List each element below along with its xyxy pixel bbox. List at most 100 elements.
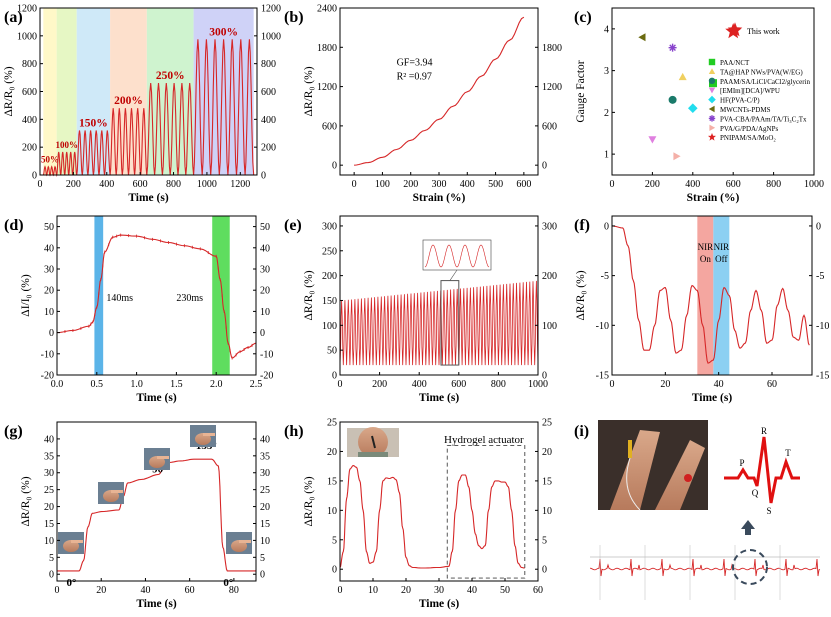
scatter-point-7 xyxy=(673,152,681,161)
y2-tick-label-e: 200 xyxy=(542,271,557,282)
y2-tick-label-a: 600 xyxy=(261,87,276,98)
response-time-label: 140ms xyxy=(106,293,133,304)
y2-tick-label-b: 1800 xyxy=(542,43,562,54)
y2-tick-label-d: 20 xyxy=(260,286,270,297)
x-tick-label-b: 300 xyxy=(432,179,447,190)
y-tick-label-g: 30 xyxy=(44,468,54,479)
y-axis-title-a: ΔR/R₀ (%) xyxy=(3,66,15,116)
y-tick-label-f: -15 xyxy=(596,371,609,382)
y-axis-title-f: ΔR/R₀ (%) xyxy=(575,270,587,320)
y-tick-label-c: 3 xyxy=(604,66,609,77)
x-tick-label-e: 600 xyxy=(451,379,466,390)
legend-marker-4 xyxy=(708,95,716,104)
panel-letter-a: (a) xyxy=(4,9,23,26)
x-axis-title-b: Strain (%) xyxy=(413,192,466,204)
finger-shape xyxy=(239,540,251,543)
plot-frame-g xyxy=(56,421,257,582)
ecg-schematic xyxy=(724,436,800,504)
sensor-strip xyxy=(371,435,376,449)
panel-letter-i: (i) xyxy=(574,423,589,440)
panel-h: Hydrogel actuator(h)0 10 20 30 40 50 600510152… xyxy=(284,418,552,611)
x-tick-label-h: 0 xyxy=(338,585,343,596)
plot-background-f xyxy=(697,216,730,375)
y-tick-label-g: 25 xyxy=(44,485,54,496)
hand-photo-4 xyxy=(226,532,252,554)
electrode-wire xyxy=(626,457,641,511)
plot-frame-c xyxy=(611,7,815,176)
y-tick-label-c: 4 xyxy=(604,24,609,35)
legend-marker-1 xyxy=(708,68,716,74)
x-tick-label-c: 600 xyxy=(726,179,741,190)
x-tick-label-a: 1000 xyxy=(197,179,217,190)
plot-content-h: Hydrogel actuator xyxy=(339,427,526,579)
nir-response-curve xyxy=(611,225,810,364)
highlight-circle xyxy=(732,549,768,585)
x-tick-label-e: 800 xyxy=(491,379,506,390)
x-tick-label-h: 40 xyxy=(467,585,477,596)
highlight-star-icon xyxy=(727,22,743,37)
x-axis-title-g: Time (s) xyxy=(136,598,177,610)
scatter-point-2 xyxy=(668,95,677,104)
panel-letter-f: (f) xyxy=(574,217,590,234)
hand-photo-2 xyxy=(144,448,170,470)
x-tick-label-c: 200 xyxy=(645,179,660,190)
panel-letter-d: (d) xyxy=(4,217,24,234)
x-tick-label-g: 60 xyxy=(185,585,195,596)
electrode-yellow xyxy=(628,440,632,458)
x-tick-label-c: 1000 xyxy=(804,179,824,190)
panel-b: GF=3.94 R² =0.97 (b) 0 100 200 300 400 500 600 0 60… xyxy=(284,4,562,205)
x-tick-label-d: 0.0 xyxy=(51,379,64,390)
panel-letter-h: (h) xyxy=(284,423,304,440)
y2-tick-label-h: 0 xyxy=(542,565,547,576)
y2-tick-label-h: 25 xyxy=(542,418,552,429)
y-tick-label-h: 25 xyxy=(327,418,337,429)
y2-tick-label-d: 50 xyxy=(260,222,270,233)
x-tick-label-b: 400 xyxy=(460,179,475,190)
y2-tick-label-h: 20 xyxy=(542,447,552,458)
inset-curve xyxy=(424,244,490,268)
x-tick-label-e: 1000 xyxy=(528,379,548,390)
y-tick-label-h: 10 xyxy=(327,506,337,517)
y2-tick-label-f: -10 xyxy=(816,321,829,332)
y-tick-label-a: 1200 xyxy=(17,4,37,15)
y2-tick-label-a: 1000 xyxy=(261,31,281,42)
x-tick-label-d: 2.5 xyxy=(250,379,263,390)
x-tick-label-g: 0 xyxy=(55,585,60,596)
panel-letter-e: (e) xyxy=(284,217,302,234)
x-tick-label-a: 200 xyxy=(66,179,81,190)
fit-annotation: R² =0.97 xyxy=(397,72,432,83)
plot-content-d: 140ms 230ms xyxy=(56,233,257,360)
y2-tick-label-e: 0 xyxy=(542,371,547,382)
y2-tick-label-a: 200 xyxy=(261,143,276,154)
x-tick-label-c: 800 xyxy=(766,179,781,190)
plot-content-b: GF=3.94 R² =0.97 xyxy=(354,16,525,166)
y-tick-label-h: 5 xyxy=(332,535,337,546)
x-tick-label-f: 60 xyxy=(767,379,777,390)
legend-marker-7 xyxy=(709,124,716,131)
legend-entry-7: PVA/G/PDA/AgNPs xyxy=(720,125,778,133)
plot-frame-d xyxy=(56,215,257,376)
y2-tick-label-g: 20 xyxy=(260,502,270,513)
x-tick-label-a: 1200 xyxy=(230,179,250,190)
y-tick-label-e: 250 xyxy=(322,246,337,257)
legend-entry-8: PNIPAM/SA/MoO₂ xyxy=(720,134,776,142)
neck-photo xyxy=(347,427,399,457)
plot-frame-e xyxy=(339,215,539,376)
strain-label-1: 100% xyxy=(55,140,78,150)
y-tick-label-b: 600 xyxy=(322,121,337,132)
x-tick-label-g: 80 xyxy=(229,585,239,596)
up-arrow-stem xyxy=(745,528,751,535)
electrode-red xyxy=(684,474,692,482)
y-tick-label-g: 35 xyxy=(44,451,54,462)
y-tick-label-d: 30 xyxy=(44,265,54,276)
panel-letter-b: (b) xyxy=(284,9,304,26)
nir-band-label: On xyxy=(700,254,711,264)
x-tick-label-a: 400 xyxy=(99,179,114,190)
dashed-highlight-box xyxy=(446,445,526,579)
y-tick-label-e: 300 xyxy=(322,221,337,232)
y2-tick-label-f: -15 xyxy=(816,371,829,382)
right-hand xyxy=(655,440,705,510)
angle-label-4: 0° xyxy=(223,577,233,589)
y-tick-label-b: 0 xyxy=(332,161,337,172)
